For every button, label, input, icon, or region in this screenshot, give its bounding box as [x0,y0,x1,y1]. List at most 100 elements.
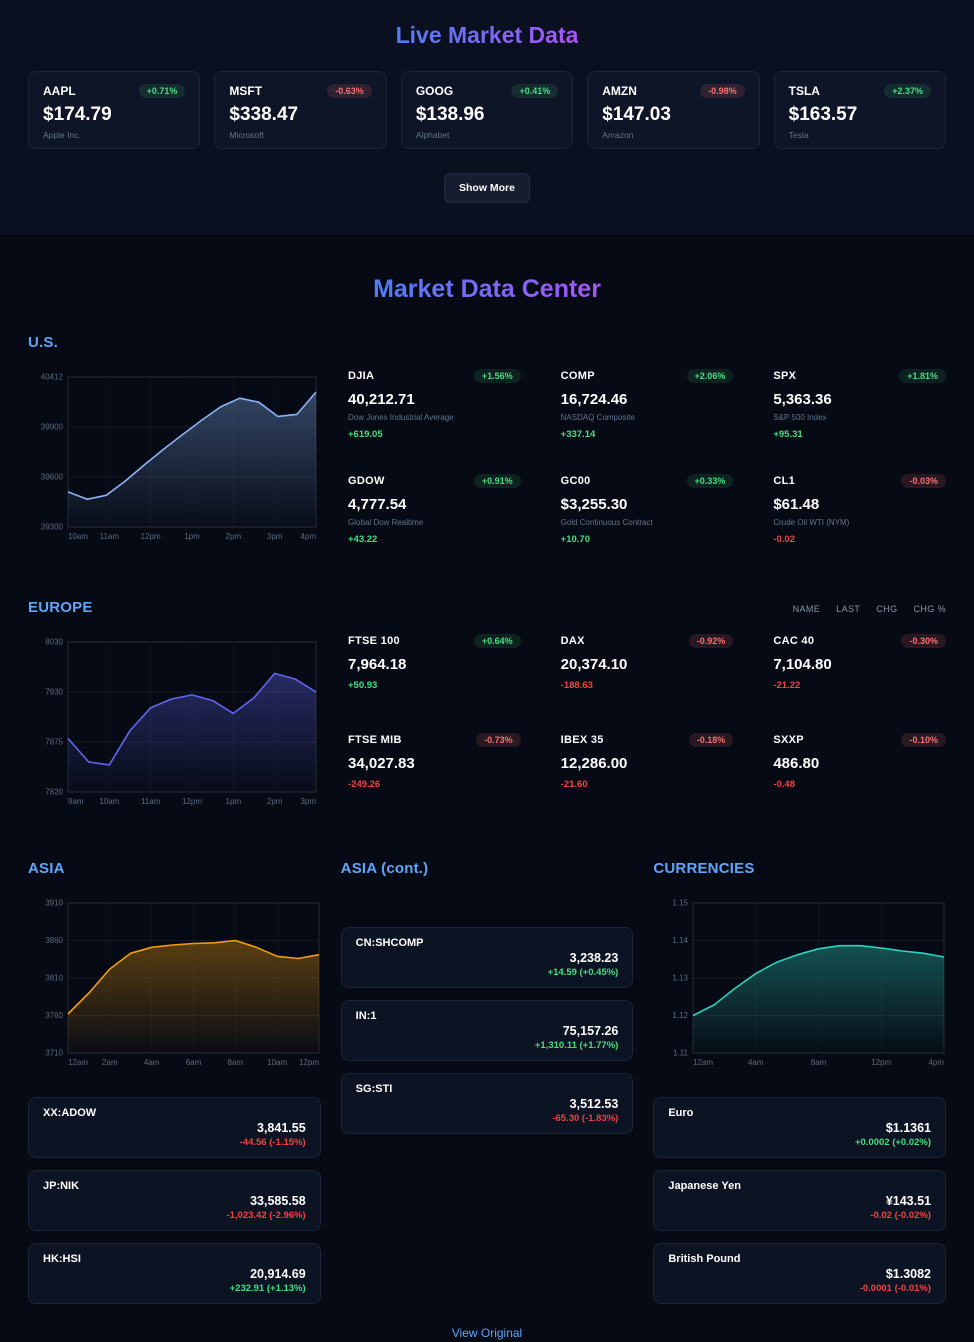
asia-cont-column: ASIA (cont.) CN:SHCOMP 3,238.23 +14.59 (… [340,860,634,1304]
change-badge: +0.41% [511,84,559,98]
market-row-card[interactable]: IN:1 75,157.26 +1,310.11 (+1.77%) [340,1000,634,1061]
quote-symbol: CN:SHCOMP [355,937,424,949]
quote-symbol: Japanese Yen [668,1180,741,1192]
live-quote-card[interactable]: GOOG +0.41% $138.96 Alphabet [400,71,574,149]
quote-symbol: DJIA [348,370,375,382]
quote-change: -0.48 [773,779,795,790]
svg-text:4am: 4am [144,1058,160,1067]
quote-symbol: SPX [773,370,797,382]
svg-text:12am: 12am [68,1058,88,1067]
currencies-column: CURRENCIES 1.15 1.14 1.13 1.12 1.11 12am 4am 8a… [653,860,947,1304]
us-chart: 40412 39900 39600 39300 10am 11am 12pm 1pm 2pm 3p… [28,369,318,547]
svg-text:3810: 3810 [45,974,63,983]
asia-cont-list: CN:SHCOMP 3,238.23 +14.59 (+0.45%) IN:1 … [340,927,634,1134]
quote-symbol: IN:1 [355,1010,377,1022]
quote-value: $3,255.30 [560,496,628,513]
svg-text:3910: 3910 [45,899,63,908]
market-row-card[interactable]: SG:STI 3,512.53 -65.30 (-1.83%) [340,1073,634,1134]
quote-change: +14.59 (+0.45%) [547,967,619,978]
quote-symbol: AAPL [43,84,76,98]
view-original-link[interactable]: View Original [451,1326,523,1340]
svg-text:10am: 10am [267,1058,287,1067]
change-badge: +0.91% [473,474,521,488]
quote-change: +232.91 (+1.13%) [229,1283,306,1294]
index-quote: COMP +2.06% 16,724.46 NASDAQ Composite +… [561,369,734,440]
svg-text:1.15: 1.15 [673,899,689,908]
quote-symbol: TSLA [788,84,820,98]
asia-column: ASIA 3910 3860 3810 3760 3710 12am 2am 4am 6am 8a… [28,860,321,1304]
svg-text:1.13: 1.13 [673,974,689,983]
svg-text:1.11: 1.11 [673,1049,689,1058]
quote-symbol: Euro [668,1107,694,1119]
svg-text:1pm: 1pm [226,797,242,806]
quote-price: $163.57 [788,104,858,125]
quote-change: -44.56 (-1.15%) [239,1137,306,1148]
quote-symbol: CAC 40 [773,635,815,647]
column-header-chg: CHG [876,604,898,614]
quote-change: +10.70 [560,534,590,545]
quote-price: $138.96 [415,104,485,125]
live-quote-card[interactable]: AAPL +0.71% $174.79 Apple Inc. [28,71,201,149]
quote-symbol: MSFT [229,84,263,98]
quote-change: +1,310.11 (+1.77%) [534,1040,619,1051]
svg-text:1.12: 1.12 [673,1011,689,1020]
index-quote: GC00 +0.33% $3,255.30 Gold Continuous Co… [561,474,734,545]
market-row-card[interactable]: Japanese Yen ¥143.51 -0.02 (-0.02%) [653,1170,947,1231]
quote-value: $1.1361 [885,1121,932,1135]
quote-change: -1,023.42 (-2.96%) [226,1210,306,1221]
quote-value: 40,212.71 [348,391,415,408]
market-row-card[interactable]: HK:HSI 20,914.69 +232.91 (+1.13%) [28,1243,321,1304]
index-quote: SXXP -0.10% 486.80 -0.48 [773,733,946,790]
quote-symbol: IBEX 35 [560,734,604,746]
live-quote-card[interactable]: MSFT -0.63% $338.47 Microsoft [214,71,387,149]
svg-text:39900: 39900 [41,423,64,432]
column-header-last: LAST [836,604,861,614]
quote-symbol: JP:NIK [43,1180,80,1192]
company-name: Apple Inc. [43,130,81,140]
svg-text:4am: 4am [748,1058,764,1067]
quote-symbol: DAX [560,635,585,647]
live-quote-card[interactable]: AMZN -0.98% $147.03 Amazon [587,71,760,149]
svg-text:8030: 8030 [45,638,63,647]
company-name: Tesla [788,130,809,140]
live-market-title: Live Market Data [395,22,579,48]
change-badge: -0.10% [901,733,946,747]
quote-value: 34,027.83 [348,755,415,772]
quote-change: -21.60 [560,779,588,790]
market-row-card[interactable]: XX:ADOW 3,841.55 -44.56 (-1.15%) [28,1097,321,1158]
live-quote-card[interactable]: TSLA +2.37% $163.57 Tesla [773,71,947,149]
svg-text:12am: 12am [693,1058,713,1067]
quote-change: -0.0001 (-0.01%) [859,1283,932,1294]
quote-change: +337.14 [560,429,596,440]
section-header-europe: EUROPE [28,599,93,616]
market-row-card[interactable]: CN:SHCOMP 3,238.23 +14.59 (+0.45%) [340,927,634,988]
quote-symbol: SXXP [773,734,804,746]
table-column-headers: NAME LAST CHG CHG % [793,604,946,614]
market-row-card[interactable]: JP:NIK 33,585.58 -1,023.42 (-2.96%) [28,1170,321,1231]
quote-symbol: FTSE MIB [348,734,402,746]
market-row-card[interactable]: Euro $1.1361 +0.0002 (+0.02%) [653,1097,947,1158]
market-row-card[interactable]: British Pound $1.3082 -0.0001 (-0.01%) [653,1243,947,1304]
svg-text:4pm: 4pm [300,532,316,541]
show-more-button[interactable]: Show More [443,173,530,203]
quote-value: 16,724.46 [560,391,628,408]
index-quote: FTSE MIB -0.73% 34,027.83 -249.26 [348,733,521,790]
svg-text:8am: 8am [228,1058,244,1067]
change-badge: -0.92% [688,634,734,648]
index-quote: IBEX 35 -0.18% 12,286.00 -21.60 [561,733,734,790]
svg-text:4pm: 4pm [929,1058,945,1067]
quote-symbol: HK:HSI [43,1253,81,1265]
quote-value: 3,512.53 [569,1097,619,1111]
quote-name: Global Dow Realtime [348,518,424,527]
quote-name: Dow Jones Industrial Average [348,413,454,422]
change-badge: +0.33% [686,474,734,488]
quote-price: $174.79 [43,104,112,125]
us-region: U.S. 40412 39900 39600 39300 10am 11am 12pm 1pm… [28,334,946,547]
quote-value: 5,363.36 [773,391,832,408]
svg-text:10am: 10am [99,797,119,806]
market-data-center-title: Market Data Center [373,275,601,303]
change-badge: -0.63% [327,84,372,98]
svg-text:12pm: 12pm [299,1058,319,1067]
quote-name: Gold Continuous Contract [560,518,653,527]
asia-chart: 3910 3860 3810 3760 3710 12am 2am 4am 6am 8am 10am… [28,895,321,1073]
